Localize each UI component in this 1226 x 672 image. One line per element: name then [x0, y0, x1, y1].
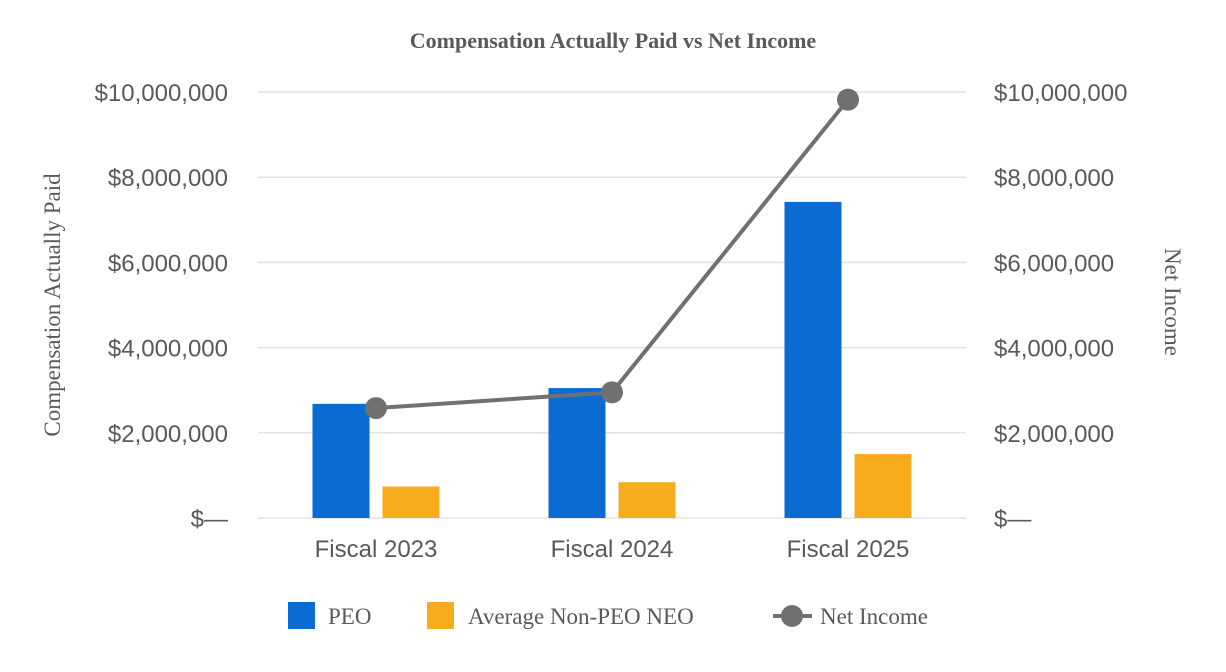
x-tick-label: Fiscal 2024 — [551, 536, 674, 563]
y2-tick-label: $2,000,000 — [994, 421, 1114, 448]
legend-label: Net Income — [820, 604, 928, 629]
bar-peo-fiscal-2023 — [312, 403, 370, 518]
y-axis-title: Compensation Actually Paid — [40, 173, 65, 437]
net-income-point — [601, 381, 623, 404]
net-income-line — [375, 98, 850, 411]
legend-label: Average Non-PEO NEO — [468, 604, 694, 629]
y-tick-label: $2,000,000 — [108, 421, 228, 448]
legend-marker-net-income — [781, 605, 803, 627]
y-tick-label: $8,000,000 — [108, 165, 228, 192]
y2-tick-label: $10,000,000 — [994, 80, 1127, 107]
y2-tick-label: $8,000,000 — [994, 165, 1114, 192]
x-tick-label: Fiscal 2025 — [787, 536, 910, 563]
legend-swatch-average-non-peo-neo — [427, 602, 454, 629]
axis-ticks: $— $— $2,000,000 $2,000,000 $4,000,000 $4,000… — [95, 80, 1128, 563]
net-income-line-layer — [365, 88, 859, 420]
legend-label: PEO — [328, 604, 371, 629]
chart-title: Compensation Actually Paid vs Net Income — [410, 28, 817, 53]
bar-peo-fiscal-2025 — [784, 201, 842, 518]
bar-average-non-peo-neo-fiscal-2024 — [618, 482, 676, 518]
y-tick-label: $10,000,000 — [95, 80, 228, 107]
y-tick-label: $6,000,000 — [108, 250, 228, 277]
y-tick-label: $4,000,000 — [108, 336, 228, 363]
bars — [312, 201, 912, 518]
bar-average-non-peo-neo-fiscal-2023 — [382, 486, 440, 518]
net-income-point — [837, 88, 859, 111]
y2-axis-title: Net Income — [1160, 248, 1185, 356]
y2-tick-label: $— — [994, 506, 1031, 533]
legend: PEO Average Non-PEO NEO Net Income — [288, 602, 928, 629]
net-income-point — [365, 397, 387, 420]
legend-swatch-peo — [288, 602, 315, 629]
y2-tick-label: $6,000,000 — [994, 250, 1114, 277]
x-tick-label: Fiscal 2023 — [315, 536, 438, 563]
gridlines — [258, 91, 966, 519]
y2-tick-label: $4,000,000 — [994, 336, 1114, 363]
bar-average-non-peo-neo-fiscal-2025 — [854, 454, 912, 518]
bar-peo-fiscal-2024 — [548, 388, 606, 518]
y-tick-label: $— — [191, 506, 228, 533]
